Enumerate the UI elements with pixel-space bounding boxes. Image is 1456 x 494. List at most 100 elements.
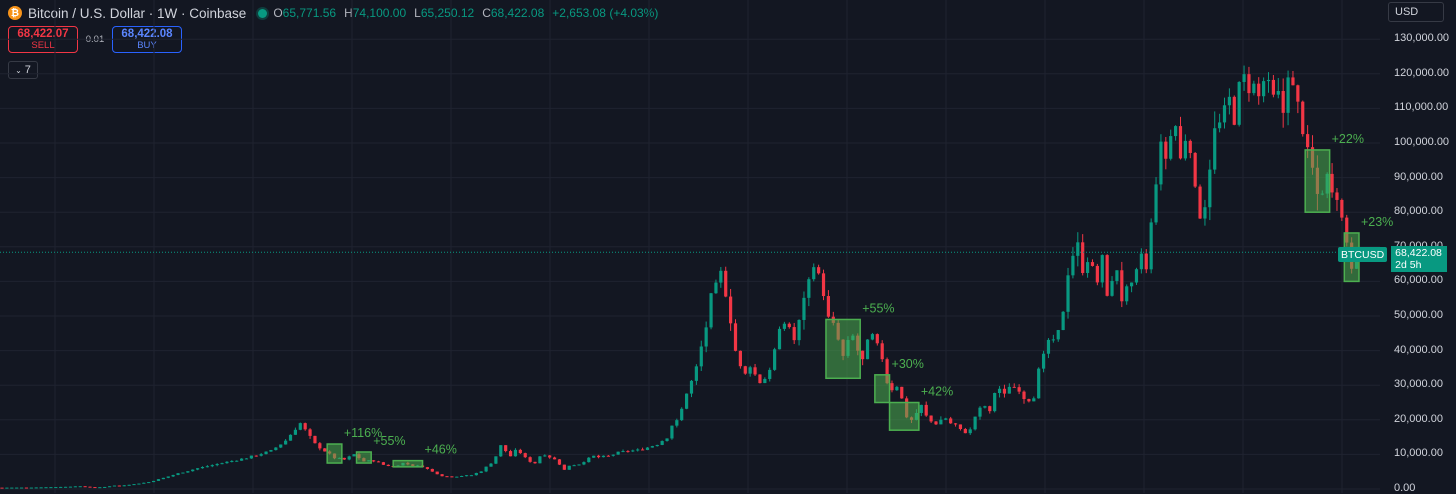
candle-body — [875, 334, 879, 344]
candle-body — [132, 484, 136, 486]
candle-body — [782, 323, 786, 329]
candle-body — [1090, 262, 1095, 266]
indicators-count: 7 — [24, 64, 31, 76]
candle-body — [1066, 275, 1070, 312]
candle-body — [293, 429, 297, 435]
candle-body — [73, 486, 77, 488]
candle-body — [323, 448, 327, 452]
candle-body — [494, 456, 498, 464]
candle-body — [29, 487, 33, 489]
candle-body — [347, 456, 351, 460]
candle-body — [166, 476, 170, 478]
candle-body — [993, 393, 997, 412]
candle-body — [240, 458, 244, 461]
candle-body — [15, 487, 19, 489]
candle-body — [606, 455, 610, 457]
candle-body — [1193, 152, 1197, 187]
candle-body — [758, 374, 762, 384]
range-box — [326, 443, 343, 464]
candle-body — [587, 457, 591, 463]
candle-body — [430, 468, 434, 472]
candle-body — [107, 486, 112, 488]
candle-body — [39, 487, 43, 489]
price-tick-label: 110,000.00 — [1394, 101, 1449, 114]
symbol-label: BTCUSD — [1338, 247, 1388, 262]
candle-body — [709, 293, 713, 328]
candle-body — [264, 451, 268, 455]
candle-body — [533, 461, 537, 464]
candle-body — [117, 485, 121, 487]
candle-body — [1203, 207, 1207, 219]
candle-body — [440, 474, 444, 477]
candle-body — [469, 475, 474, 477]
candle-body — [1222, 105, 1227, 123]
bar-countdown: 2d 5h — [1395, 259, 1422, 271]
candle-body — [1247, 74, 1251, 94]
candle-body — [489, 463, 493, 467]
sell-label: SELL — [31, 39, 55, 51]
candle-body — [572, 465, 576, 467]
candle-body — [1095, 265, 1099, 283]
candle-body — [269, 450, 273, 452]
candle-body — [484, 466, 488, 472]
candle-body — [1100, 255, 1104, 283]
candle-body — [631, 450, 635, 452]
candle-body — [1051, 339, 1055, 341]
percent-gain-label: +30% — [892, 357, 924, 371]
price-tick-label: 120,000.00 — [1394, 66, 1450, 79]
candle-body — [719, 270, 723, 283]
price-tick-label: 90,000.00 — [1394, 170, 1443, 183]
candle-body — [895, 386, 899, 391]
candle-body — [460, 476, 464, 477]
candle-body — [1139, 253, 1143, 270]
candle-body — [900, 386, 904, 399]
candle-body — [24, 487, 29, 489]
candle-body — [259, 454, 263, 456]
range-box — [874, 374, 891, 404]
candle-body — [1174, 126, 1178, 137]
symbol-title[interactable]: Bitcoin / U.S. Dollar · 1W · Coinbase — [28, 5, 247, 21]
candle-body — [777, 328, 782, 350]
range-box — [825, 318, 861, 380]
candle-body — [1266, 79, 1271, 82]
price-tick-label: 40,000.00 — [1394, 343, 1443, 356]
candle-body — [303, 423, 307, 430]
candle-body — [220, 463, 224, 465]
candle-body — [249, 455, 253, 459]
ohlc-change: +2,653.08 (+4.03%) — [552, 6, 659, 20]
range-box — [355, 451, 372, 464]
candle-body — [1046, 339, 1051, 354]
candle-body — [298, 423, 302, 430]
candle-body — [870, 334, 875, 340]
candle-body — [1002, 388, 1007, 394]
candle-body — [738, 350, 742, 367]
indicators-toggle-button[interactable]: ⌄ 7 — [8, 61, 38, 79]
price-tick-label: 30,000.00 — [1394, 378, 1443, 391]
price-tick-label: 20,000.00 — [1394, 412, 1443, 425]
candle-body — [753, 367, 757, 375]
candle-body — [372, 460, 376, 462]
price-tick-label: 50,000.00 — [1394, 309, 1443, 321]
candle-body — [973, 416, 977, 430]
candle-body — [1105, 255, 1109, 296]
candle-body — [694, 366, 698, 381]
candle-body — [577, 464, 581, 466]
candle-body — [284, 440, 288, 445]
candle-body — [660, 441, 664, 445]
candle-body — [763, 378, 767, 384]
candle-body — [142, 482, 146, 484]
candle-body — [1085, 262, 1090, 273]
candle-body — [562, 464, 566, 470]
candle-body — [787, 323, 791, 328]
candle-body — [817, 267, 821, 274]
candle-body — [186, 471, 190, 473]
candle-body — [274, 447, 278, 451]
candle-body — [308, 429, 312, 436]
candle-body — [596, 455, 601, 458]
candle-body — [611, 454, 615, 456]
currency-selector[interactable]: USD — [1388, 2, 1444, 22]
sell-price: 68,422.07 — [17, 28, 69, 41]
candle-body — [601, 455, 606, 458]
candle-body — [1227, 96, 1231, 106]
